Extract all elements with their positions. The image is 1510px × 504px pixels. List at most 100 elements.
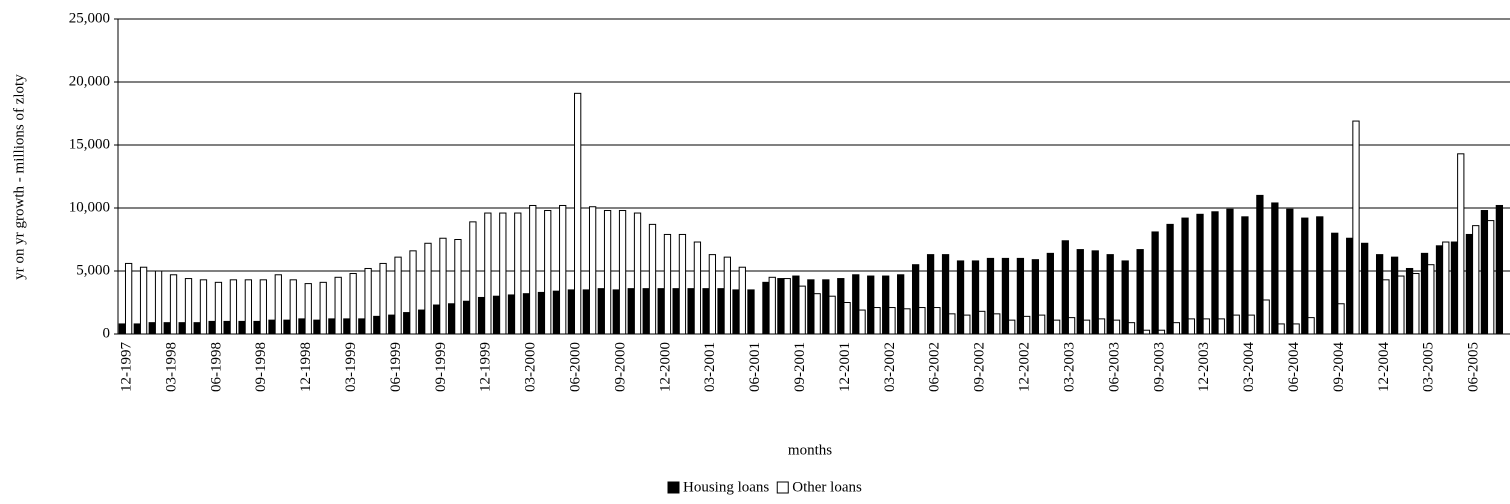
bar: [693, 241, 702, 335]
bar: [1465, 233, 1474, 335]
bar: [403, 312, 411, 335]
bar: [1052, 319, 1061, 335]
bar: [1331, 232, 1339, 335]
x-tick-label: 09-2002: [972, 342, 988, 392]
bar: [1067, 317, 1076, 335]
bar: [588, 206, 597, 335]
y-tick-label: 0: [103, 325, 111, 341]
bar: [1217, 318, 1225, 335]
bar: [1472, 225, 1480, 335]
bar: [462, 300, 471, 335]
x-tick-label: 09-2000: [612, 342, 628, 392]
bar: [888, 307, 896, 335]
bar: [672, 288, 680, 335]
bar: [1166, 223, 1174, 335]
bar: [882, 275, 890, 335]
bar: [971, 260, 980, 335]
bar: [304, 283, 312, 335]
bar: [627, 288, 635, 335]
bar: [259, 279, 267, 335]
bar: [163, 322, 171, 335]
bar: [1211, 211, 1219, 335]
bar: [1316, 216, 1324, 335]
x-tick-label: 09-2004: [1331, 342, 1347, 392]
bar: [1106, 254, 1114, 335]
bar: [777, 278, 785, 335]
bar: [1307, 317, 1315, 335]
bar: [567, 289, 576, 335]
bar: [223, 320, 231, 335]
bar: [873, 307, 881, 335]
bar: [897, 274, 905, 335]
x-tick-label: 06-2002: [927, 342, 943, 392]
bar: [133, 323, 141, 335]
bar: [409, 250, 417, 335]
bar: [439, 237, 447, 335]
bar: [229, 279, 238, 335]
bar: [394, 256, 402, 335]
bar: [289, 279, 297, 335]
bar: [1121, 260, 1129, 335]
bar: [349, 273, 357, 335]
bar: [1082, 319, 1091, 335]
bar: [1420, 252, 1429, 335]
bar: [477, 296, 486, 335]
bar: [537, 291, 546, 335]
bar: [559, 204, 567, 335]
bar: [388, 314, 396, 335]
legend-swatch: [667, 481, 680, 494]
x-tick-label: 03-1999: [343, 342, 359, 392]
bar: [1405, 267, 1414, 335]
bar: [1382, 279, 1390, 335]
bar: [663, 233, 672, 335]
bar: [747, 289, 755, 335]
y-tick-label: 15,000: [69, 136, 110, 152]
bar: [313, 319, 321, 335]
bar: [618, 210, 627, 335]
bar: [373, 315, 381, 335]
bar: [956, 260, 965, 335]
bar: [582, 289, 590, 335]
bar: [762, 281, 770, 335]
bar: [1480, 210, 1489, 335]
bar: [1375, 254, 1384, 335]
bar: [208, 320, 216, 335]
bar: [1352, 120, 1360, 335]
bar: [1112, 319, 1121, 335]
bar: [732, 289, 740, 335]
bar: [657, 288, 665, 335]
bar: [678, 233, 687, 335]
bar: [499, 212, 507, 335]
x-tick-label: 03-2003: [1061, 342, 1077, 392]
x-tick-label: 06-1998: [208, 342, 224, 392]
bar: [717, 288, 725, 335]
bar: [963, 314, 971, 335]
bar: [1127, 322, 1136, 335]
x-tick-label: 06-2001: [747, 342, 763, 392]
bar: [514, 212, 522, 335]
bar: [852, 274, 860, 335]
bar: [544, 210, 552, 335]
bar: [1061, 240, 1069, 335]
x-tick-label: 06-2005: [1466, 342, 1482, 392]
y-tick-label: 10,000: [69, 199, 110, 215]
bar: [837, 278, 845, 335]
bar: [1076, 249, 1084, 335]
x-tick-label: 12-2003: [1196, 342, 1212, 392]
x-tick-label: 12-2002: [1017, 342, 1033, 392]
bar: [1495, 204, 1504, 335]
bar: [1038, 314, 1046, 335]
bar: [118, 323, 126, 335]
bar: [1286, 208, 1294, 335]
bar: [1271, 202, 1279, 335]
bar: [124, 262, 133, 335]
bar: [169, 274, 178, 335]
bar: [1435, 245, 1444, 335]
bar: [807, 279, 815, 335]
x-tick-label: 03-2004: [1241, 342, 1257, 392]
legend-label: Other loans: [792, 479, 862, 495]
y-tick-label: 25,000: [69, 10, 110, 26]
bar: [1442, 241, 1450, 335]
bar: [858, 309, 866, 335]
